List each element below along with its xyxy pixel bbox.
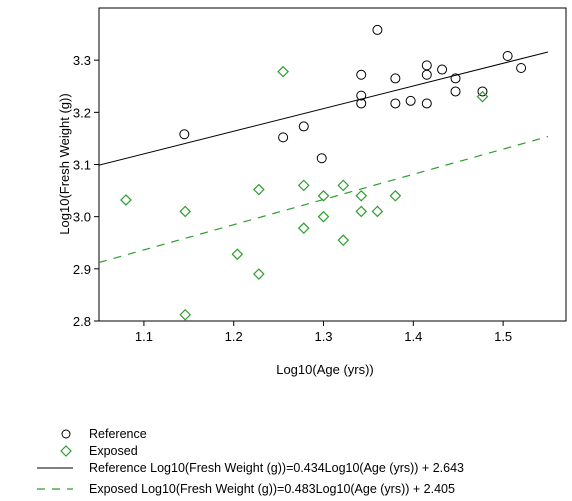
y-axis-title: Log10(Fresh Weight (g)) [57,93,72,234]
x-axis-ticks: 1.1 1.2 1.3 1.4 1.5 [135,321,512,344]
y-tick-label: 3.2 [73,105,91,120]
exposed-point [371,205,384,218]
legend-entry-exposed-fit: Exposed Log10(Fresh Weight (g))=0.483Log… [37,482,455,496]
reference-point [450,73,461,84]
reference-point [390,98,401,109]
reference-point [316,153,327,164]
x-tick-label: 1.4 [404,329,422,344]
exposed-point [253,183,265,196]
legend-entry-exposed: Exposed [60,444,138,458]
legend-entry-reference-fit: Reference Log10(Fresh Weight (g))=0.434L… [37,461,464,475]
reference-point [390,73,401,84]
exposed-point [389,189,402,202]
legend-label-reference-fit: Reference Log10(Fresh Weight (g))=0.434L… [89,461,464,475]
exposed-point [120,194,132,206]
exposed-point [179,308,192,321]
legend-label-exposed: Exposed [89,444,138,458]
reference-fit-line [99,51,549,166]
legend-marker-exposed [60,445,72,457]
reference-point [405,95,416,106]
y-tick-label: 3.3 [73,53,91,68]
reference-point [421,60,432,71]
reference-point [450,86,461,97]
exposed-point [231,248,244,261]
x-axis-title: Log10(Age (yrs)) [276,362,374,377]
fit-lines [99,51,549,264]
x-tick-label: 1.3 [314,329,332,344]
reference-point [298,121,309,132]
reference-point [502,50,513,61]
reference-point [477,86,488,97]
x-tick-label: 1.1 [135,329,153,344]
y-axis-ticks: 2.8 2.9 3.0 3.1 3.2 3.3 [73,53,99,329]
legend: Reference Exposed Reference Log10(Fresh … [37,427,464,496]
legend-entry-reference: Reference [61,427,147,441]
y-tick-label: 3.1 [73,158,91,173]
exposed-fit-line [99,135,549,264]
x-tick-label: 1.2 [225,329,243,344]
x-tick-label: 1.5 [494,329,512,344]
exposed-point [355,189,368,202]
reference-point [356,98,367,109]
reference-point [421,98,432,109]
exposed-point [297,179,310,192]
reference-point [437,64,448,75]
reference-point [516,62,527,73]
reference-point [372,24,383,35]
y-tick-label: 2.8 [73,314,91,329]
data-points [120,24,527,321]
reference-point [179,129,190,140]
legend-marker-reference [61,429,71,439]
plot-frame [98,7,567,322]
exposed-point [337,179,350,192]
exposed-point [317,210,330,223]
exposed-point [476,90,489,103]
exposed-point [337,234,350,246]
reference-point [278,132,289,143]
exposed-point [277,65,289,78]
exposed-point [179,205,192,218]
legend-label-reference: Reference [89,427,147,441]
y-tick-label: 2.9 [73,262,91,277]
y-tick-label: 3.0 [73,210,91,225]
exposed-point [253,268,265,280]
plot-area [98,7,567,322]
exposed-point [355,205,368,218]
reference-point [356,90,367,101]
exposed-point [297,222,310,234]
legend-label-exposed-fit: Exposed Log10(Fresh Weight (g))=0.483Log… [89,482,455,496]
exposed-point [317,189,330,202]
reference-point [421,69,432,80]
reference-point [356,69,367,80]
